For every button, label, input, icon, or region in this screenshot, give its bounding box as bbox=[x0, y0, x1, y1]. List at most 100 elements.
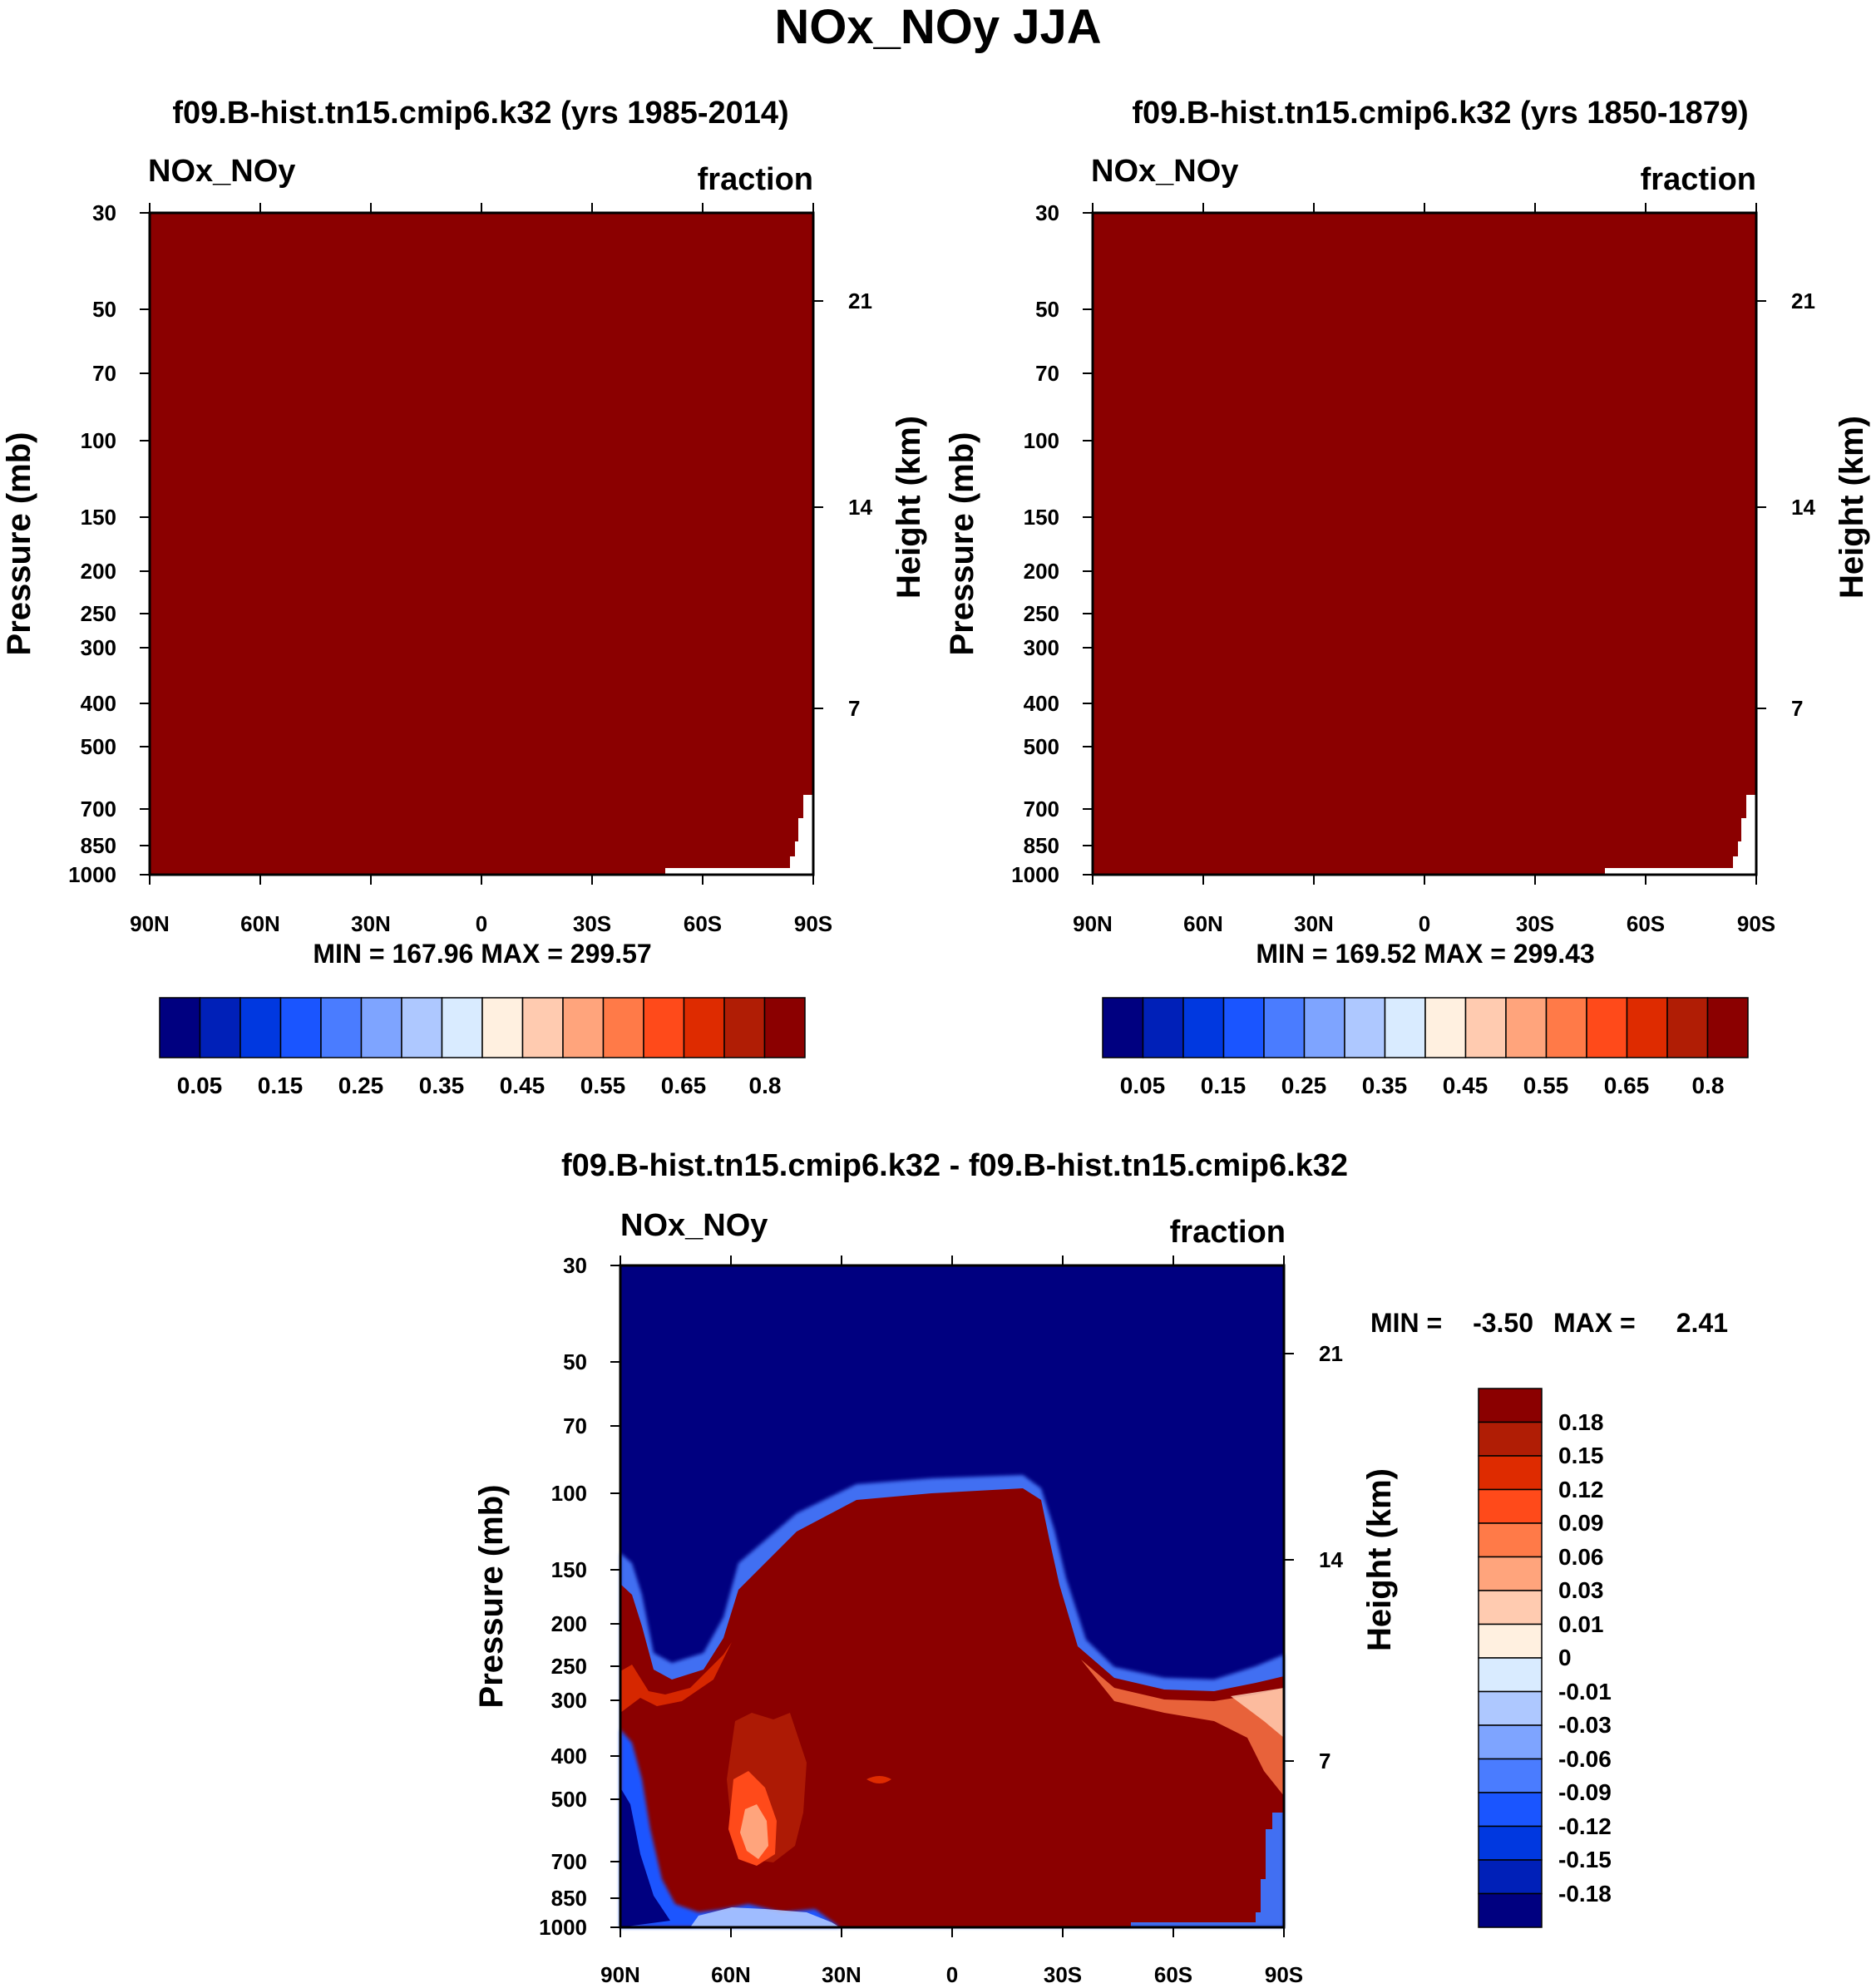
y-tick-label: 150 bbox=[1024, 505, 1059, 530]
colorbar-label: 0.09 bbox=[1558, 1510, 1604, 1536]
y-tick-label: 50 bbox=[92, 297, 116, 322]
panel-2-mask bbox=[1605, 795, 1756, 875]
x-tick-label: 60S bbox=[1627, 911, 1665, 936]
colorbar-swatch bbox=[562, 997, 605, 1058]
panel-2-colorbar: 0.05 0.15 0.25 0.35 0.45 0.55 0.65 0.8 bbox=[1102, 997, 1749, 1098]
y-tick-label: 400 bbox=[81, 691, 116, 716]
panel-1-title: f09.B-hist.tn15.cmip6.k32 (yrs 1985-2014… bbox=[172, 96, 788, 131]
colorbar-swatch bbox=[1478, 1690, 1543, 1726]
colorbar-label: 0.01 bbox=[1558, 1611, 1604, 1637]
colorbar-swatch bbox=[360, 997, 402, 1058]
height-tick-label: 21 bbox=[848, 289, 872, 313]
panel-2-y-ticks: 30 50 70 100 150 200 250 300 400 500 700… bbox=[1011, 200, 1093, 887]
x-tick-label: 60N bbox=[240, 911, 280, 936]
colorbar-label: 0.18 bbox=[1558, 1409, 1604, 1435]
y-tick-label: 250 bbox=[551, 1654, 587, 1679]
colorbar-swatch bbox=[1424, 997, 1467, 1058]
x-tick-label: 30N bbox=[822, 1962, 861, 1987]
panel-3-orange-band-north bbox=[620, 1642, 732, 1713]
colorbar-swatch bbox=[1478, 1892, 1543, 1928]
x-tick-label: 30S bbox=[1516, 911, 1554, 936]
panel-3-colorbar: 0.18 0.15 0.12 0.09 0.06 0.03 0.01 0 -0.… bbox=[1478, 1388, 1612, 1928]
colorbar-swatch bbox=[401, 997, 443, 1058]
colorbar-swatch bbox=[1478, 1825, 1543, 1861]
x-tick-label: 60S bbox=[684, 911, 722, 936]
y-tick-label: 850 bbox=[81, 833, 116, 858]
y-tick-label: 70 bbox=[92, 361, 116, 386]
y-tick-label: 700 bbox=[1024, 797, 1059, 821]
panel-2-ylabel: Pressure (mb) bbox=[944, 432, 980, 656]
colorbar-swatch bbox=[1344, 997, 1386, 1058]
colorbar-swatch bbox=[1586, 997, 1628, 1058]
colorbar-swatch bbox=[643, 997, 685, 1058]
colorbar-swatch bbox=[683, 997, 725, 1058]
panel-3-right-ticks: 21 14 7 bbox=[1284, 1341, 1343, 1773]
panel-3: f09.B-hist.tn15.cmip6.k32 - f09.B-hist.t… bbox=[473, 1148, 1728, 1987]
colorbar-label: 0.65 bbox=[661, 1073, 707, 1098]
colorbar-swatch bbox=[1478, 1455, 1543, 1491]
stats-min-label: MIN = bbox=[1370, 1308, 1442, 1338]
panel-3-surface-light bbox=[690, 1907, 840, 1927]
x-tick-label: 90S bbox=[1265, 1962, 1303, 1987]
y-tick-label: 50 bbox=[1035, 297, 1059, 322]
panel-1-right-ylabel: Height (km) bbox=[891, 416, 927, 599]
colorbar-swatch bbox=[1384, 997, 1426, 1058]
colorbar-swatch bbox=[1478, 1859, 1543, 1895]
colorbar-swatch bbox=[1478, 1724, 1543, 1760]
x-tick-label: 90N bbox=[1073, 911, 1113, 936]
colorbar-swatch bbox=[723, 997, 766, 1058]
y-tick-label: 150 bbox=[81, 505, 116, 530]
colorbar-swatch bbox=[521, 997, 564, 1058]
colorbar-swatch bbox=[1478, 1657, 1543, 1693]
colorbar-label: 0.35 bbox=[419, 1073, 465, 1098]
panel-3-y-ticks: 30 50 70 100 150 200 250 300 400 500 700… bbox=[539, 1253, 620, 1940]
colorbar-swatch bbox=[1303, 997, 1345, 1058]
colorbar-label: -0.18 bbox=[1558, 1881, 1612, 1907]
colorbar-swatch bbox=[602, 997, 644, 1058]
y-tick-label: 1000 bbox=[1011, 862, 1059, 887]
x-tick-label: 90N bbox=[600, 1962, 640, 1987]
panel-2-right-ticks: 21 14 7 bbox=[1756, 289, 1815, 721]
x-tick-label: 30N bbox=[1294, 911, 1334, 936]
colorbar-label: 0.25 bbox=[338, 1073, 384, 1098]
panel-2-x-ticks: 90N 60N 30N 0 30S 60S 90S bbox=[1073, 203, 1775, 936]
x-tick-label: 60S bbox=[1154, 1962, 1192, 1987]
panel-3-orange-band-south bbox=[1081, 1660, 1284, 1796]
y-tick-label: 700 bbox=[81, 797, 116, 821]
panel-3-units-label: fraction bbox=[1170, 1215, 1286, 1250]
y-tick-label: 300 bbox=[1024, 635, 1059, 660]
height-tick-label: 7 bbox=[848, 696, 860, 721]
colorbar-label: 0.45 bbox=[1443, 1073, 1488, 1098]
height-tick-label: 21 bbox=[1791, 289, 1815, 313]
panel-1-colorbar: 0.05 0.15 0.25 0.35 0.45 0.55 0.65 0.8 bbox=[159, 997, 806, 1098]
colorbar-swatch bbox=[320, 997, 363, 1058]
colorbar-label: 0.05 bbox=[177, 1073, 223, 1098]
height-tick-label: 14 bbox=[1791, 495, 1815, 520]
colorbar-label: 0.15 bbox=[258, 1073, 304, 1098]
colorbar-label: 0.25 bbox=[1281, 1073, 1327, 1098]
colorbar-label: 0.15 bbox=[1201, 1073, 1247, 1098]
colorbar-label: 0 bbox=[1558, 1645, 1572, 1670]
panel-1-mask bbox=[665, 795, 813, 875]
panel-1-variable-label: NOx_NOy bbox=[148, 154, 295, 189]
x-tick-label: 30N bbox=[351, 911, 391, 936]
colorbar-swatch bbox=[1626, 997, 1668, 1058]
colorbar-label: 0.06 bbox=[1558, 1544, 1604, 1570]
colorbar-swatch bbox=[1182, 997, 1225, 1058]
figure-title: NOx_NOy JJA bbox=[774, 0, 1101, 54]
colorbar-label: -0.15 bbox=[1558, 1847, 1612, 1872]
height-tick-label: 21 bbox=[1319, 1341, 1343, 1366]
panel-3-right-ylabel: Height (km) bbox=[1361, 1468, 1398, 1651]
panel-1-x-ticks: 90N 60N 30N 0 30S 60S 90S bbox=[130, 203, 832, 936]
colorbar-swatch bbox=[1478, 1623, 1543, 1659]
colorbar-label: -0.12 bbox=[1558, 1813, 1612, 1839]
panel-3-title: f09.B-hist.tn15.cmip6.k32 - f09.B-hist.t… bbox=[561, 1148, 1348, 1183]
y-tick-label: 100 bbox=[1024, 428, 1059, 453]
x-tick-label: 60N bbox=[1183, 911, 1223, 936]
panel-3-stats: MIN = -3.50 MAX = 2.41 bbox=[1370, 1308, 1728, 1338]
colorbar-label: -0.09 bbox=[1558, 1779, 1612, 1805]
y-tick-label: 500 bbox=[1024, 734, 1059, 759]
colorbar-label: -0.06 bbox=[1558, 1746, 1612, 1772]
colorbar-swatch bbox=[1666, 997, 1709, 1058]
